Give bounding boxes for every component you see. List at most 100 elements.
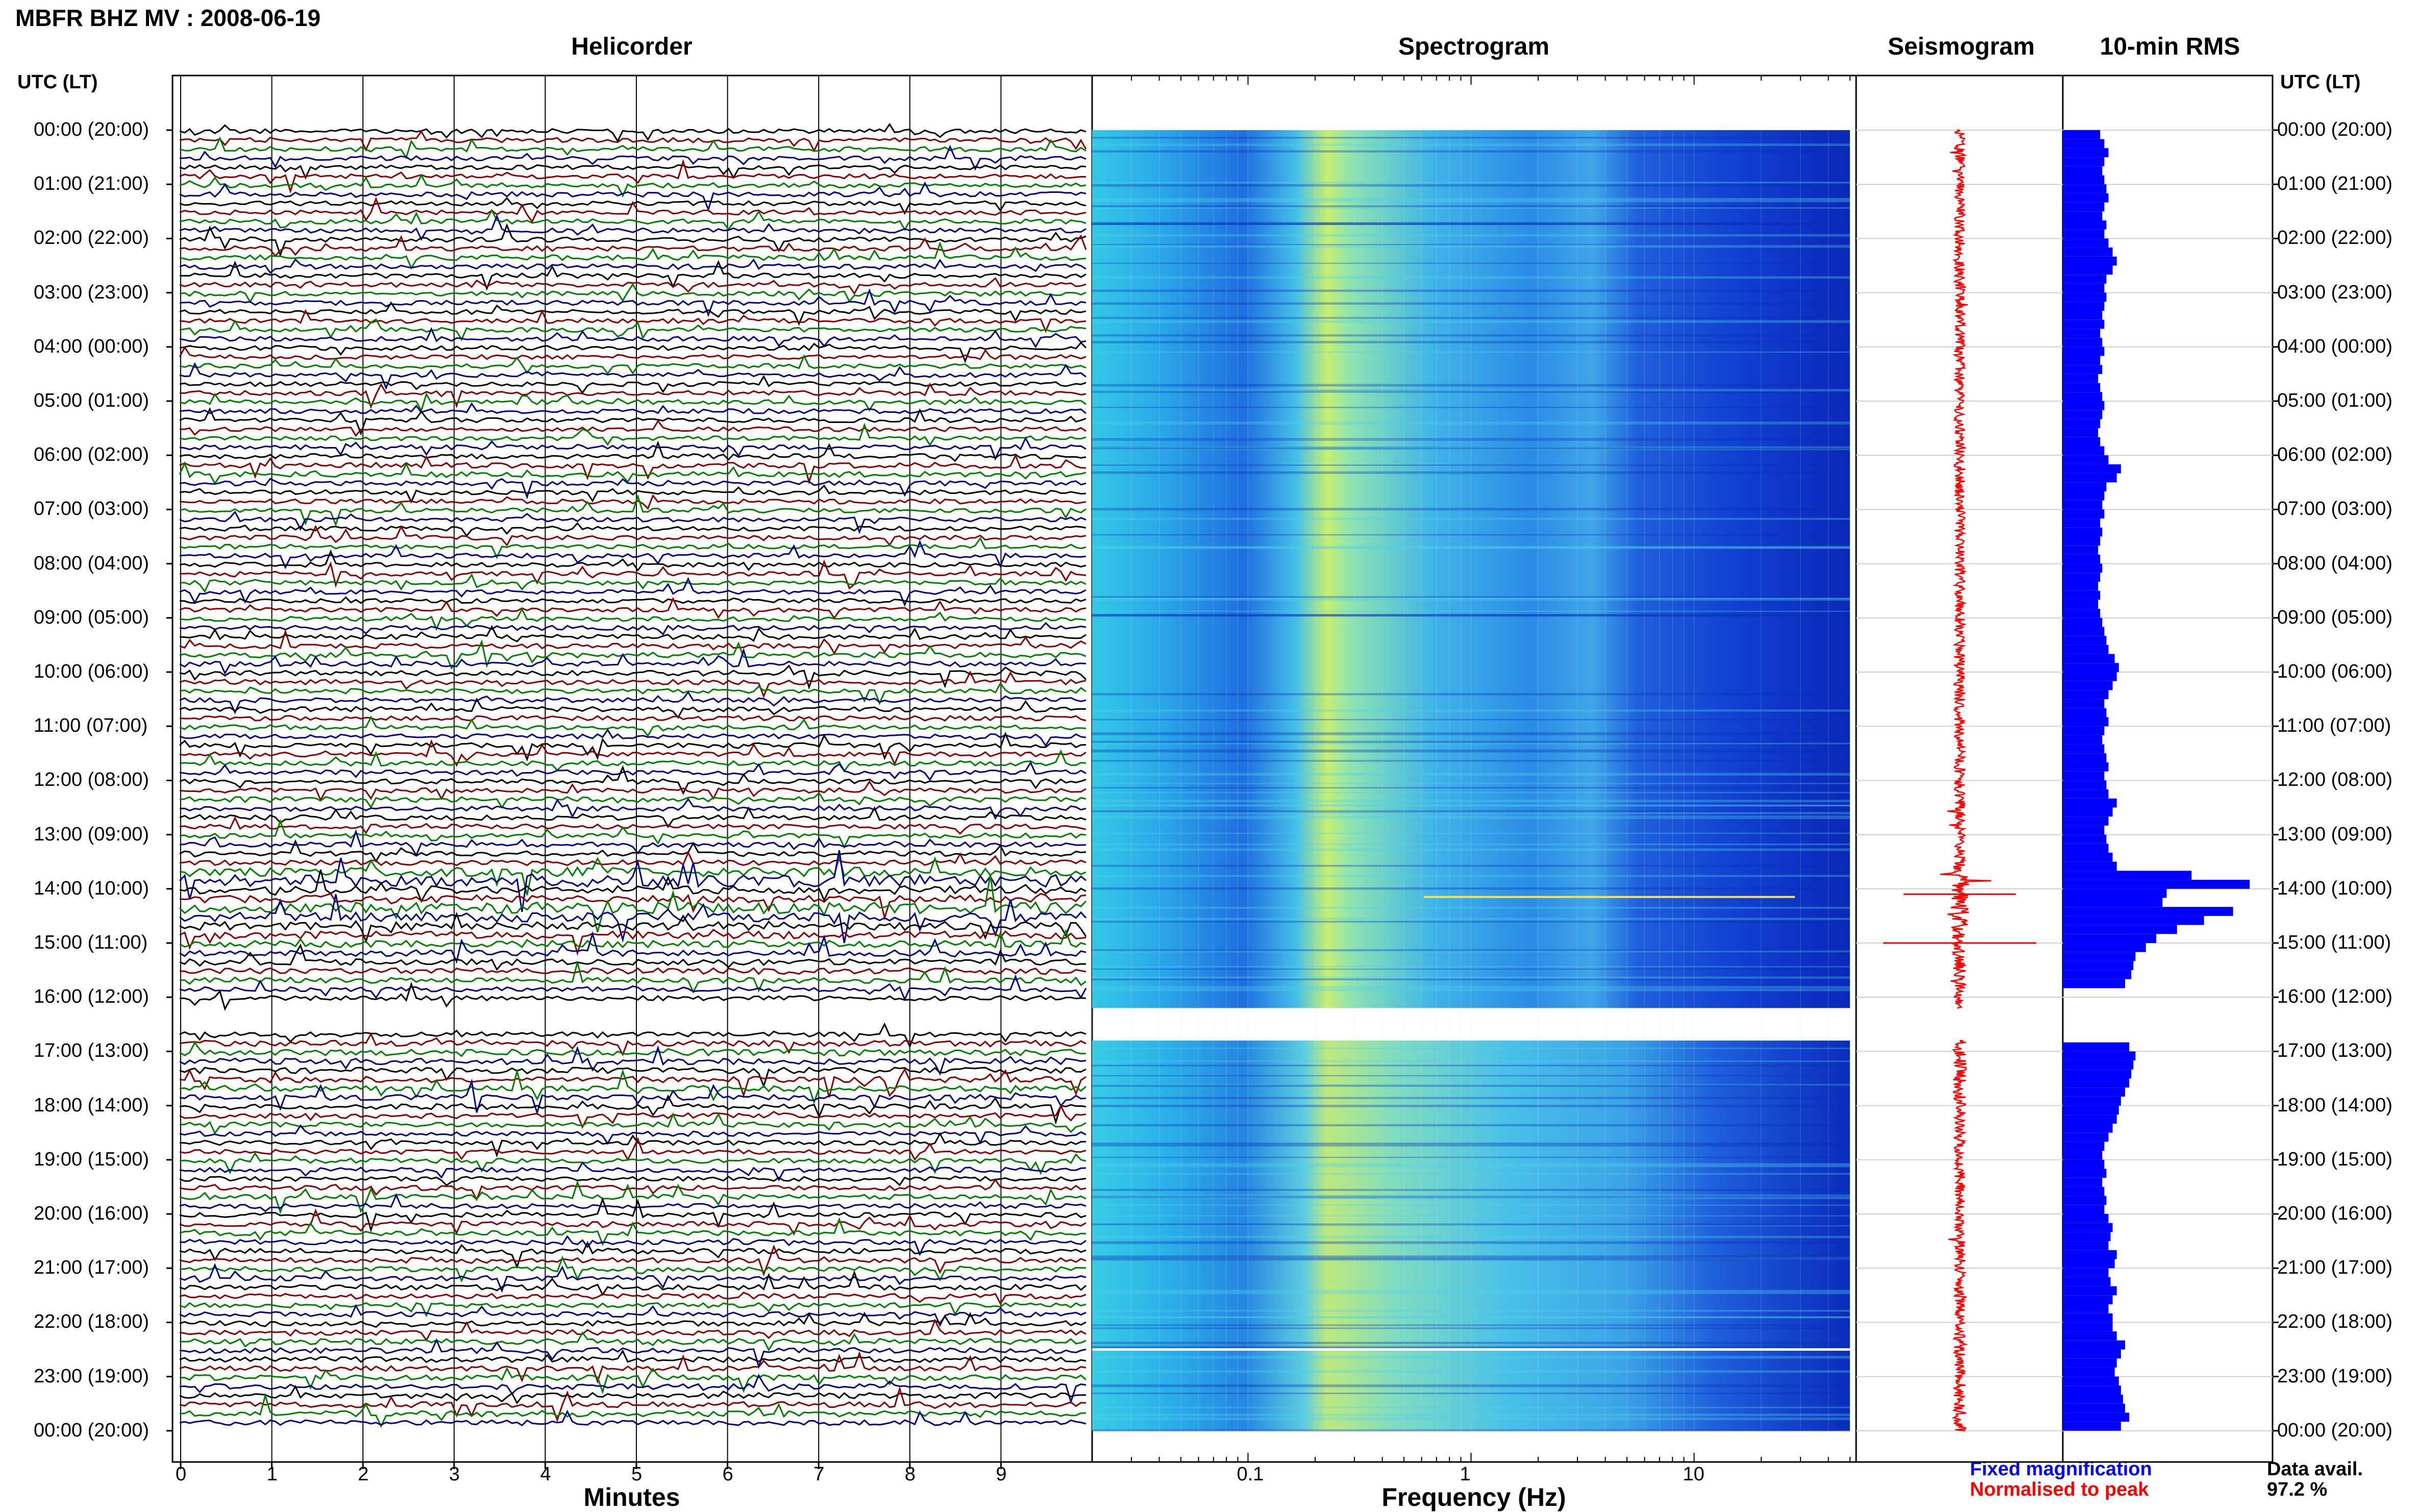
rms-bar <box>2063 871 2192 880</box>
rms-title: 10-min RMS <box>2100 33 2240 60</box>
spectrogram-row <box>1092 222 1850 225</box>
rms-bar <box>2063 1132 2109 1142</box>
spectrogram-title: Spectrogram <box>1398 33 1550 60</box>
spectrogram-row <box>1092 1406 1850 1408</box>
spectrogram-row <box>1092 614 1850 616</box>
rms-bar <box>2063 590 2101 600</box>
rms-bar <box>2063 275 2107 284</box>
rms-bar <box>2063 762 2109 772</box>
spectrogram-row <box>1092 1257 1850 1260</box>
rms-bar <box>2063 789 2109 799</box>
spectrogram-row <box>1092 1097 1850 1099</box>
rms-bar <box>2063 527 2103 537</box>
hour-label-left: 10:00 (06:00) <box>34 661 150 682</box>
helicorder-trace <box>179 690 1087 714</box>
spectrogram-tick-label: 1 <box>1460 1464 1471 1485</box>
rms-bar <box>2063 807 2113 817</box>
rms-bar <box>2063 563 2103 573</box>
hour-label-right: 04:00 (00:00) <box>2277 335 2393 357</box>
spectrogram-row <box>1092 1290 1850 1293</box>
spectrogram-row <box>1092 390 1850 393</box>
hour-label-left: 12:00 (08:00) <box>34 769 150 791</box>
rms-bar <box>2063 383 2101 392</box>
helicorder-trace <box>179 309 1087 333</box>
spectrogram-row <box>1092 438 1850 440</box>
helicorder-trace <box>179 208 1087 231</box>
spectrogram-row <box>1092 389 1850 392</box>
rms-bar <box>2063 1069 2132 1079</box>
data-availability-label: Data avail. <box>2267 1458 2363 1480</box>
helicorder-trace <box>179 549 1087 572</box>
helicorder-trace <box>179 1244 1087 1277</box>
rms-bar <box>2063 1340 2126 1350</box>
spectrogram-row <box>1092 351 1850 353</box>
helicorder-trace <box>179 136 1087 160</box>
rms-bar <box>2063 1232 2111 1242</box>
helicorder-trace <box>179 670 1087 699</box>
spectrogram-row <box>1092 887 1850 890</box>
spectrogram-row <box>1092 1324 1850 1326</box>
helicorder-trace <box>179 806 1087 829</box>
spectrogram-row <box>1092 718 1850 721</box>
spectrogram-row <box>1092 341 1850 343</box>
rms-bar <box>2063 130 2101 139</box>
page-title: MBFR BHZ MV : 2008-06-19 <box>15 5 321 31</box>
rms-bar <box>2063 1349 2121 1359</box>
rms-bar <box>2063 1178 2103 1187</box>
helicorder-trace <box>179 436 1087 461</box>
hour-label-left: 01:00 (21:00) <box>34 173 150 195</box>
spectrogram-row <box>1092 1327 1850 1329</box>
rms-bar <box>2063 1196 2107 1205</box>
spectrogram-row <box>1092 1144 1850 1147</box>
helicorder-trace <box>179 854 1087 896</box>
helicorder-trace <box>179 407 1087 436</box>
rms-bar <box>2063 256 2117 266</box>
spectrogram-row <box>1092 918 1850 920</box>
helicorder-trace <box>179 1178 1087 1202</box>
rms-bar <box>2063 744 2105 754</box>
rms-bar <box>2063 617 2103 627</box>
helicorder-tick-label: 8 <box>904 1464 916 1485</box>
helicorder-trace <box>179 819 1087 849</box>
helicorder-trace <box>179 1217 1087 1247</box>
spectrogram-row <box>1092 976 1850 979</box>
spectrogram-row <box>1092 907 1850 909</box>
rms-bar <box>2063 419 2101 429</box>
helicorder-trace <box>179 1045 1087 1076</box>
rms-bar <box>2063 952 2136 961</box>
hour-label-right: 11:00 (07:00) <box>2277 715 2391 737</box>
rms-bar <box>2063 500 2103 510</box>
rms-bar <box>2063 1169 2107 1178</box>
spectrogram-row <box>1092 709 1850 712</box>
helicorder-trace <box>179 1304 1087 1327</box>
helicorder-trace <box>179 798 1087 820</box>
hour-label-right: 19:00 (15:00) <box>2277 1148 2393 1170</box>
hour-label-right: 09:00 (05:00) <box>2277 606 2393 628</box>
helicorder-trace <box>179 816 1087 835</box>
rms-bar <box>2063 473 2117 483</box>
spectrogram-row <box>1092 1084 1850 1086</box>
hour-label-left: 07:00 (03:00) <box>34 498 150 520</box>
helicorder-trace <box>179 1067 1087 1088</box>
hour-label-left: 00:00 (20:00) <box>34 1419 150 1441</box>
spectrogram-row <box>1092 800 1850 803</box>
helicorder-trace <box>179 536 1087 559</box>
rms-bar <box>2063 1304 2109 1313</box>
seismogram-title: Seismogram <box>1887 33 2035 60</box>
helicorder-trace <box>179 1384 1087 1405</box>
spectrogram-row <box>1092 317 1850 319</box>
helicorder-trace <box>179 625 1087 642</box>
rms-bar <box>2063 1087 2126 1097</box>
spectrogram-row <box>1092 1393 1850 1394</box>
helicorder-trace <box>179 962 1087 994</box>
rms-bar <box>2063 401 2105 410</box>
hour-label-left: 17:00 (13:00) <box>34 1040 150 1062</box>
rms-bar <box>2063 292 2107 302</box>
helicorder-trace <box>179 392 1087 413</box>
hour-label-left: 11:00 (07:00) <box>34 715 148 737</box>
helicorder-trace <box>179 283 1087 304</box>
rms-bar <box>2063 202 2105 212</box>
rms-bar <box>2063 1322 2113 1332</box>
spectrogram-row <box>1092 547 1850 549</box>
rms-bar <box>2063 1214 2109 1223</box>
